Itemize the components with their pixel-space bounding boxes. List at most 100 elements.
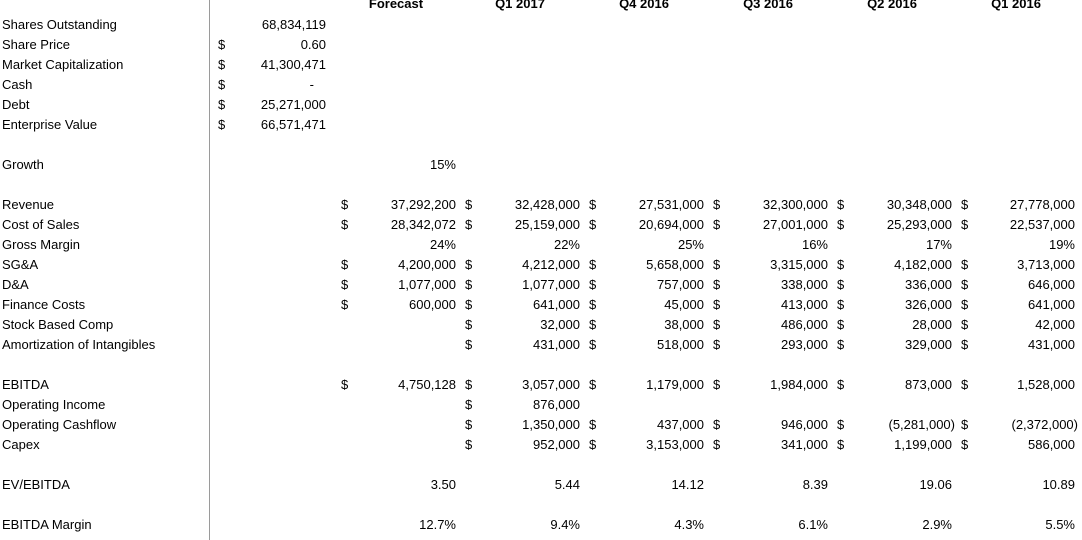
revenue-value-3[interactable]: 32,300,000	[762, 197, 828, 212]
label-ebitda[interactable]: EBITDA	[2, 377, 49, 392]
finance-costs-value-5[interactable]: 641,000	[1028, 297, 1075, 312]
amortization-of-intangibles-value-1[interactable]: 431,000	[533, 337, 580, 352]
ebitda-value-0[interactable]: 4,750,128	[398, 377, 456, 392]
label-cash[interactable]: Cash	[2, 77, 33, 92]
value-shares-outstanding[interactable]: 68,834,119	[261, 17, 326, 32]
label-operating-cashflow[interactable]: Operating Cashflow	[2, 417, 117, 432]
cost-of-sales-value-3[interactable]: 27,001,000	[762, 217, 828, 232]
gross-margin-value-2[interactable]: 25%	[677, 237, 704, 252]
cost-of-sales-value-5[interactable]: 22,537,000	[1009, 217, 1075, 232]
ebitda-margin-value-4[interactable]: 2.9%	[922, 517, 952, 532]
label-shares-outstanding[interactable]: Shares Outstanding	[2, 17, 117, 32]
d-a-value-4[interactable]: 336,000	[905, 277, 952, 292]
stock-based-comp-value-4[interactable]: 28,000	[912, 317, 952, 332]
sg-a-value-3[interactable]: 3,315,000	[770, 257, 828, 272]
ebitda-margin-value-0[interactable]: 12.7%	[419, 517, 456, 532]
operating-cashflow-value-3[interactable]: 946,000	[781, 417, 828, 432]
value-share-price[interactable]: 0.60	[300, 37, 326, 52]
finance-costs-value-3[interactable]: 413,000	[781, 297, 828, 312]
d-a-value-5[interactable]: 646,000	[1028, 277, 1075, 292]
header-q4-2016[interactable]: Q4 2016	[619, 0, 669, 11]
value-market-cap[interactable]: 41,300,471	[260, 57, 326, 72]
cost-of-sales-value-2[interactable]: 20,694,000	[638, 217, 704, 232]
value-cash[interactable]: -	[309, 77, 314, 92]
ev-ebitda-value-1[interactable]: 5.44	[554, 477, 580, 492]
d-a-value-3[interactable]: 338,000	[781, 277, 828, 292]
label-amortization-of-intangibles[interactable]: Amortization of Intangibles	[2, 337, 156, 352]
label-market-cap[interactable]: Market Capitalization	[2, 57, 124, 72]
label-finance-costs[interactable]: Finance Costs	[2, 297, 86, 312]
sg-a-value-1[interactable]: 4,212,000	[522, 257, 580, 272]
label-revenue[interactable]: Revenue	[2, 197, 55, 212]
label-ev-ebitda[interactable]: EV/EBITDA	[2, 477, 70, 492]
ebitda-value-4[interactable]: 873,000	[905, 377, 952, 392]
finance-costs-value-2[interactable]: 45,000	[664, 297, 704, 312]
ev-ebitda-value-4[interactable]: 19.06	[919, 477, 952, 492]
d-a-value-1[interactable]: 1,077,000	[522, 277, 580, 292]
label-capex[interactable]: Capex	[2, 437, 40, 452]
stock-based-comp-value-2[interactable]: 38,000	[664, 317, 704, 332]
label-debt[interactable]: Debt	[2, 97, 30, 112]
label-d-a[interactable]: D&A	[2, 277, 29, 292]
capex-value-1[interactable]: 952,000	[533, 437, 580, 452]
label-ebitda-margin[interactable]: EBITDA Margin	[2, 517, 92, 532]
d-a-value-0[interactable]: 1,077,000	[398, 277, 456, 292]
ebitda-margin-value-1[interactable]: 9.4%	[550, 517, 580, 532]
revenue-value-1[interactable]: 32,428,000	[514, 197, 580, 212]
revenue-value-5[interactable]: 27,778,000	[1009, 197, 1075, 212]
capex-value-5[interactable]: 586,000	[1028, 437, 1075, 452]
amortization-of-intangibles-value-5[interactable]: 431,000	[1028, 337, 1075, 352]
finance-costs-value-1[interactable]: 641,000	[533, 297, 580, 312]
amortization-of-intangibles-value-2[interactable]: 518,000	[657, 337, 704, 352]
operating-cashflow-value-1[interactable]: 1,350,000	[522, 417, 580, 432]
value-debt[interactable]: 25,271,000	[260, 97, 326, 112]
ebitda-margin-value-2[interactable]: 4.3%	[674, 517, 704, 532]
capex-value-4[interactable]: 1,199,000	[894, 437, 952, 452]
gross-margin-value-4[interactable]: 17%	[925, 237, 952, 252]
ebitda-margin-value-3[interactable]: 6.1%	[798, 517, 828, 532]
gross-margin-value-0[interactable]: 24%	[429, 237, 456, 252]
revenue-value-0[interactable]: 37,292,200	[390, 197, 456, 212]
ebitda-value-1[interactable]: 3,057,000	[522, 377, 580, 392]
finance-costs-value-4[interactable]: 326,000	[905, 297, 952, 312]
operating-cashflow-value-5[interactable]: (2,372,000)	[1011, 417, 1079, 432]
cost-of-sales-value-1[interactable]: 25,159,000	[514, 217, 580, 232]
cost-of-sales-value-0[interactable]: 28,342,072	[390, 217, 456, 232]
label-cost-of-sales[interactable]: Cost of Sales	[2, 217, 80, 232]
header-q1-2016[interactable]: Q1 2016	[991, 0, 1041, 11]
header-q3-2016[interactable]: Q3 2016	[743, 0, 793, 11]
sg-a-value-0[interactable]: 4,200,000	[398, 257, 456, 272]
stock-based-comp-value-3[interactable]: 486,000	[781, 317, 828, 332]
cost-of-sales-value-4[interactable]: 25,293,000	[886, 217, 952, 232]
sg-a-value-4[interactable]: 4,182,000	[894, 257, 952, 272]
stock-based-comp-value-1[interactable]: 32,000	[540, 317, 580, 332]
finance-costs-value-0[interactable]: 600,000	[409, 297, 456, 312]
sg-a-value-2[interactable]: 5,658,000	[646, 257, 704, 272]
revenue-value-2[interactable]: 27,531,000	[638, 197, 704, 212]
stock-based-comp-value-5[interactable]: 42,000	[1035, 317, 1075, 332]
amortization-of-intangibles-value-4[interactable]: 329,000	[905, 337, 952, 352]
label-share-price[interactable]: Share Price	[2, 37, 70, 52]
label-operating-income[interactable]: Operating Income	[2, 397, 106, 412]
operating-income-value-1[interactable]: 876,000	[533, 397, 580, 412]
capex-value-2[interactable]: 3,153,000	[646, 437, 704, 452]
ebitda-value-5[interactable]: 1,528,000	[1017, 377, 1075, 392]
value-growth[interactable]: 15%	[429, 157, 456, 172]
label-growth[interactable]: Growth	[2, 157, 44, 172]
ev-ebitda-value-5[interactable]: 10.89	[1042, 477, 1075, 492]
capex-value-3[interactable]: 341,000	[781, 437, 828, 452]
revenue-value-4[interactable]: 30,348,000	[886, 197, 952, 212]
ebitda-margin-value-5[interactable]: 5.5%	[1045, 517, 1075, 532]
gross-margin-value-5[interactable]: 19%	[1048, 237, 1075, 252]
gross-margin-value-1[interactable]: 22%	[553, 237, 580, 252]
ev-ebitda-value-2[interactable]: 14.12	[671, 477, 704, 492]
header-q1-2017[interactable]: Q1 2017	[495, 0, 545, 11]
value-enterprise-value[interactable]: 66,571,471	[260, 117, 326, 132]
label-stock-based-comp[interactable]: Stock Based Comp	[2, 317, 114, 332]
ebitda-value-3[interactable]: 1,984,000	[770, 377, 828, 392]
label-gross-margin[interactable]: Gross Margin	[2, 237, 81, 252]
amortization-of-intangibles-value-3[interactable]: 293,000	[781, 337, 828, 352]
ev-ebitda-value-0[interactable]: 3.50	[430, 477, 456, 492]
d-a-value-2[interactable]: 757,000	[657, 277, 704, 292]
header-q2-2016[interactable]: Q2 2016	[867, 0, 917, 11]
